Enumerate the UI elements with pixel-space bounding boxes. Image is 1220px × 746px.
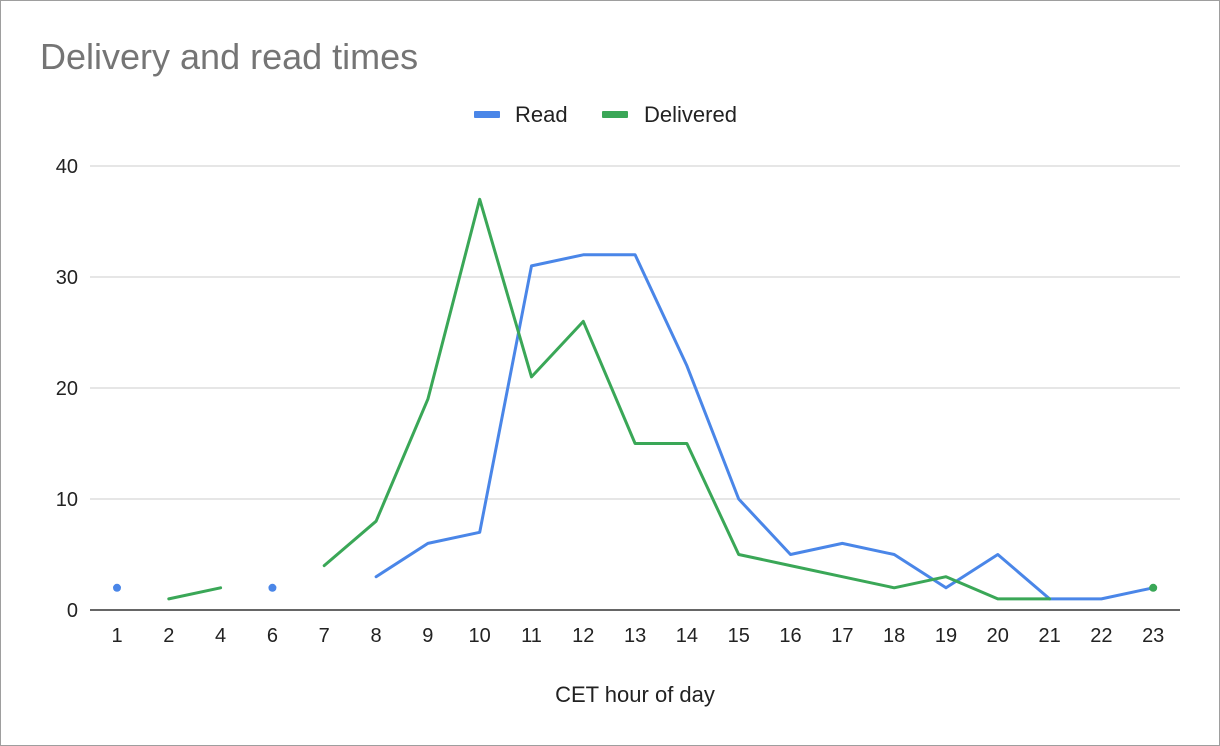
series-lines bbox=[113, 197, 1158, 601]
legend[interactable]: Read Delivered bbox=[474, 102, 737, 127]
data-point[interactable] bbox=[1149, 583, 1158, 592]
series-delivered bbox=[167, 197, 1158, 601]
y-axis-ticks: 0 10 20 30 40 bbox=[56, 156, 78, 622]
x-tick-label: 4 bbox=[215, 625, 226, 647]
x-axis-title: CET hour of day bbox=[555, 682, 715, 707]
series-line[interactable] bbox=[167, 586, 223, 601]
y-tick-label: 10 bbox=[56, 489, 78, 511]
x-tick-label: 7 bbox=[319, 625, 330, 647]
series-line[interactable] bbox=[322, 197, 1052, 601]
x-axis-ticks: 1 2 4 6 7 8 9 10 11 12 13 14 15 16 17 18 19 20 21 22 23 bbox=[111, 625, 1164, 647]
data-point[interactable] bbox=[113, 583, 121, 592]
y-tick-label: 0 bbox=[67, 600, 78, 622]
x-tick-label: 22 bbox=[1090, 625, 1112, 647]
series-line[interactable] bbox=[374, 253, 1155, 601]
x-tick-label: 18 bbox=[883, 625, 905, 647]
legend-swatch bbox=[474, 111, 500, 118]
x-tick-label: 17 bbox=[831, 625, 853, 647]
chart-title: Delivery and read times bbox=[40, 36, 419, 77]
data-point[interactable] bbox=[268, 583, 277, 592]
legend-swatch bbox=[602, 111, 628, 118]
legend-item-read[interactable]: Read bbox=[474, 102, 568, 127]
x-tick-label: 16 bbox=[779, 625, 801, 647]
x-tick-label: 6 bbox=[267, 625, 278, 647]
x-tick-label: 12 bbox=[572, 625, 594, 647]
x-tick-label: 19 bbox=[935, 625, 957, 647]
x-tick-label: 1 bbox=[111, 625, 122, 647]
x-tick-label: 14 bbox=[676, 625, 698, 647]
x-tick-label: 11 bbox=[521, 625, 542, 647]
x-tick-label: 20 bbox=[987, 625, 1009, 647]
x-tick-label: 23 bbox=[1142, 625, 1164, 647]
y-tick-label: 40 bbox=[56, 156, 78, 178]
y-tick-label: 30 bbox=[56, 267, 78, 289]
y-tick-label: 20 bbox=[56, 378, 78, 400]
x-tick-label: 15 bbox=[728, 625, 750, 647]
x-tick-label: 8 bbox=[370, 625, 381, 647]
x-tick-label: 10 bbox=[469, 625, 491, 647]
x-tick-label: 13 bbox=[624, 625, 646, 647]
x-tick-label: 2 bbox=[163, 625, 174, 647]
x-tick-label: 21 bbox=[1038, 625, 1060, 647]
legend-item-delivered[interactable]: Delivered bbox=[602, 102, 737, 127]
x-tick-label: 9 bbox=[422, 625, 433, 647]
legend-label: Read bbox=[515, 102, 568, 127]
series-read bbox=[113, 253, 1155, 601]
legend-label: Delivered bbox=[644, 102, 737, 127]
gridlines bbox=[90, 165, 1180, 611]
